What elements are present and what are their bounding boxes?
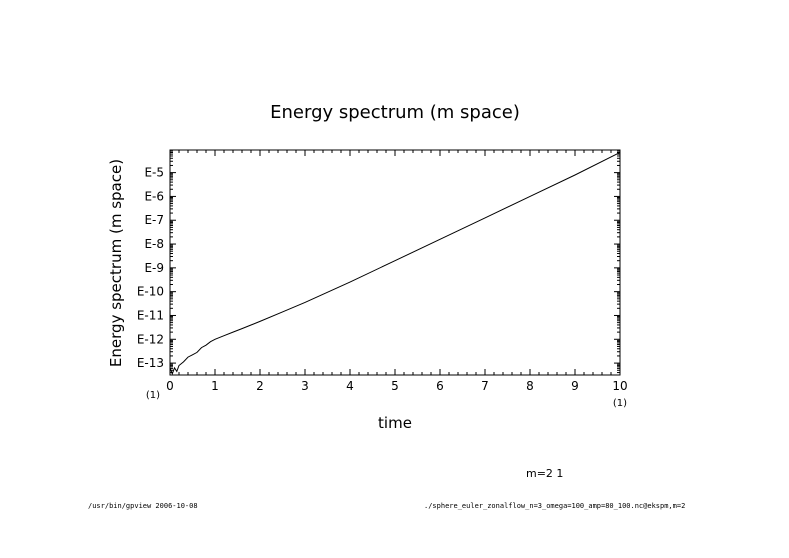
y-tick-label: E-5	[144, 166, 164, 180]
y-tick-label: E-8	[144, 237, 164, 251]
plot-frame	[169, 149, 621, 376]
x-tick-label: 6	[436, 379, 444, 393]
footer-left: /usr/bin/gpview 2006-10-08	[88, 502, 198, 510]
chart-title: Energy spectrum (m space)	[270, 102, 520, 123]
x-axis-label: time	[378, 414, 412, 432]
y-axis-label: Energy spectrum (m space)	[107, 159, 125, 367]
y-tick-label: E-13	[137, 356, 164, 370]
y-tick-label: E-7	[144, 213, 164, 227]
axis-ticks: 0 1 2 3 4 5 6 7 8 9 10 E-13 E-12 E-11 E-10 E-9 E-8 E-7 E-6…	[137, 150, 628, 393]
x-tick-label: 2	[256, 379, 264, 393]
x-tick-label: 10	[612, 379, 627, 393]
y-tick-label: E-10	[137, 285, 164, 299]
x-unit-right: (1)	[613, 398, 627, 409]
x-tick-label: 9	[571, 379, 579, 393]
x-tick-label: 4	[346, 379, 354, 393]
x-tick-label: 0	[166, 379, 174, 393]
y-tick-label: E-11	[137, 308, 164, 322]
y-tick-label: E-12	[137, 332, 164, 346]
series-group	[169, 151, 621, 376]
annotation-mode: m=2 1	[526, 467, 563, 480]
footer-right: ./sphere_euler_zonalflow_n=3_omega=100_a…	[424, 502, 686, 510]
x-tick-label: 8	[526, 379, 534, 393]
y-tick-label: E-6	[144, 189, 164, 203]
x-tick-label: 5	[391, 379, 399, 393]
x-unit-left: (1)	[146, 390, 160, 401]
x-tick-label: 7	[481, 379, 489, 393]
y-tick-label: E-9	[144, 261, 164, 275]
series-line-0	[169, 151, 621, 376]
x-tick-label: 1	[211, 379, 219, 393]
x-tick-label: 3	[301, 379, 309, 393]
